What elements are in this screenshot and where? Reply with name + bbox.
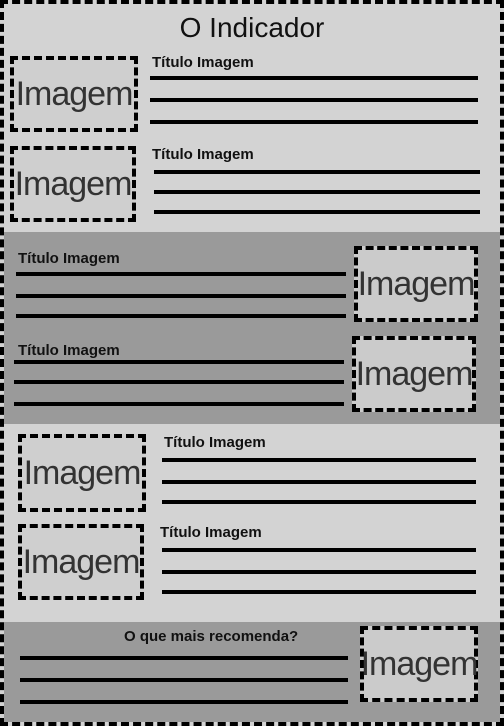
section-bottom: Imagem Título Imagem Imagem Título Image… — [4, 426, 500, 620]
text-line — [154, 170, 480, 174]
text-line — [16, 314, 346, 318]
image-placeholder: Imagem — [360, 626, 478, 702]
text-line — [162, 500, 476, 504]
text-line — [16, 294, 346, 298]
item-title: Título Imagem — [18, 250, 120, 267]
text-line — [162, 590, 476, 594]
text-line — [154, 210, 480, 214]
image-placeholder: Imagem — [10, 56, 138, 132]
recommend-question: O que mais recomenda? — [124, 628, 299, 645]
item-title: Título Imagem — [152, 54, 254, 71]
text-line — [20, 700, 348, 704]
image-placeholder: Imagem — [18, 434, 146, 512]
text-line — [150, 98, 478, 102]
item-title: Título Imagem — [164, 434, 266, 451]
text-line — [162, 570, 476, 574]
page-title: O Indicador — [179, 12, 325, 43]
text-line — [20, 678, 348, 682]
text-line — [150, 120, 478, 124]
item-title: Título Imagem — [152, 146, 254, 163]
image-placeholder: Imagem — [352, 336, 476, 412]
section-recommend: O que mais recomenda? Imagem — [4, 622, 500, 722]
text-line — [14, 360, 344, 364]
text-line — [162, 480, 476, 484]
section-top: O Indicador Imagem Título Imagem Imagem … — [4, 4, 500, 230]
text-line — [16, 272, 346, 276]
text-line — [20, 656, 348, 660]
section-middle-dark: Título Imagem Imagem Título Imagem Image… — [4, 232, 500, 424]
text-line — [14, 402, 344, 406]
text-line — [150, 76, 478, 80]
item-title: Título Imagem — [160, 524, 262, 541]
image-placeholder: Imagem — [18, 524, 144, 600]
image-placeholder: Imagem — [10, 146, 136, 222]
text-line — [162, 458, 476, 462]
text-line — [154, 190, 480, 194]
image-placeholder: Imagem — [354, 246, 478, 322]
text-line — [14, 380, 344, 384]
text-line — [162, 548, 476, 552]
item-title: Título Imagem — [18, 342, 120, 359]
